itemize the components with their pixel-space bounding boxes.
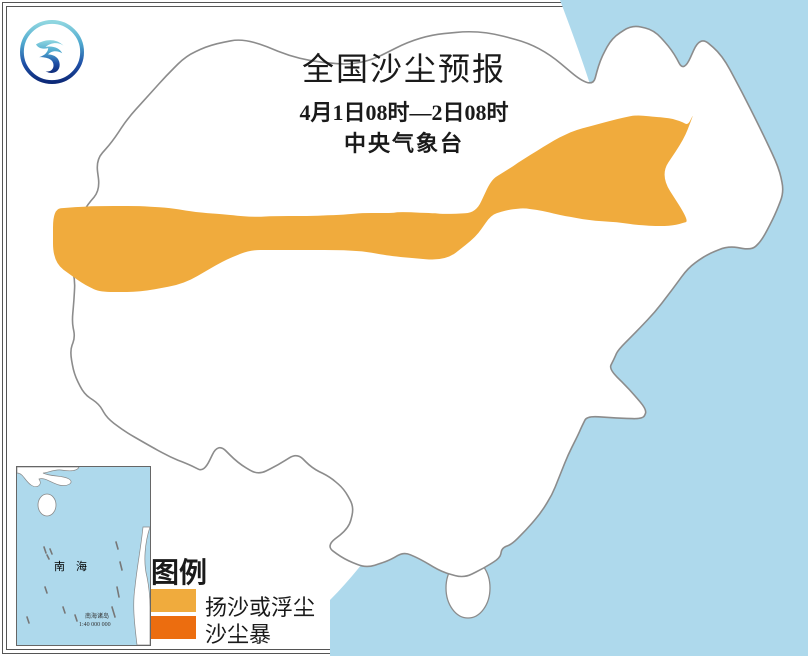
svg-text:南海诸岛: 南海诸岛 <box>85 612 109 620</box>
svg-text:1:40 000 000: 1:40 000 000 <box>79 622 111 628</box>
svg-text:南 海: 南 海 <box>54 559 87 573</box>
